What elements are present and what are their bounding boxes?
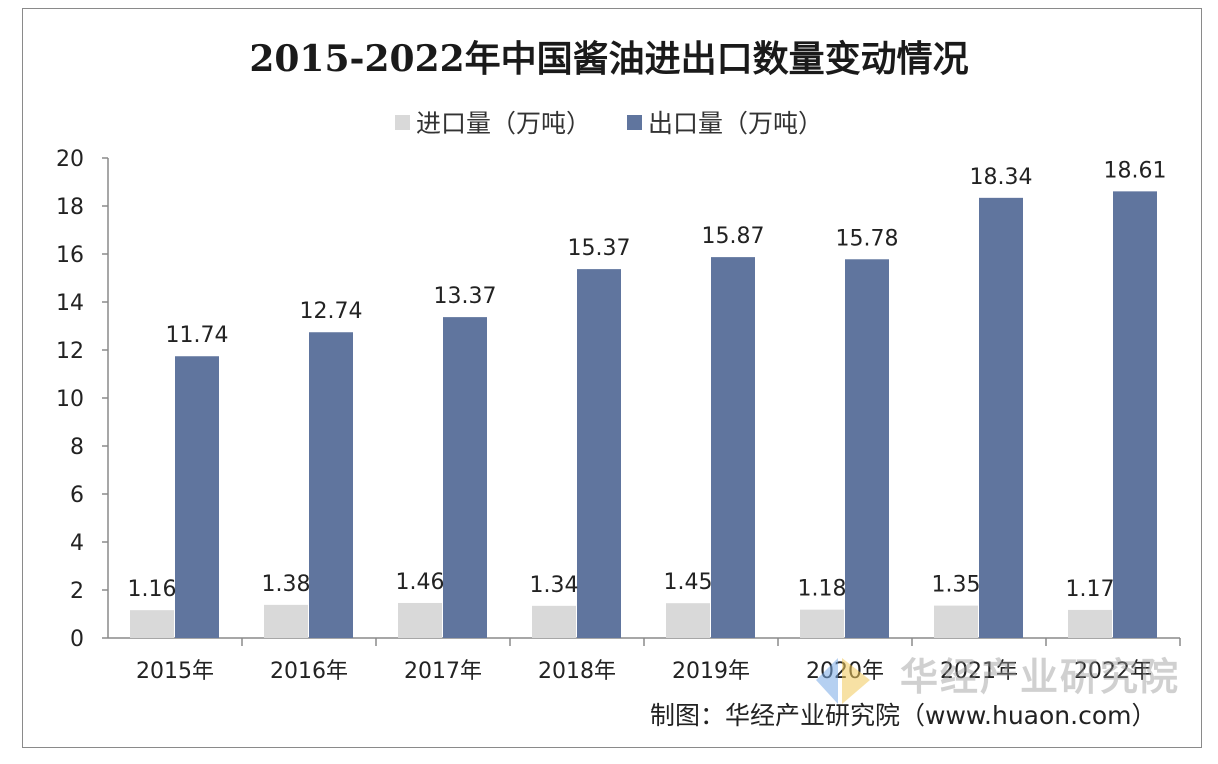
legend-swatch-export — [626, 114, 642, 130]
bar-import — [130, 610, 174, 638]
data-label-export: 18.34 — [970, 165, 1033, 190]
data-label-export: 15.37 — [568, 236, 631, 261]
bar-export — [309, 332, 353, 638]
bar-import — [532, 605, 576, 638]
y-tick-label: 18 — [56, 195, 84, 220]
legend-item-import: 进口量（万吨） — [395, 104, 591, 140]
bar-export — [443, 317, 487, 638]
bar-import — [1068, 609, 1112, 638]
data-label-import: 1.18 — [798, 577, 847, 602]
watermark-logo-icon — [816, 658, 870, 704]
legend-swatch-import — [395, 114, 410, 130]
data-label-export: 11.74 — [166, 323, 229, 348]
bar-export — [845, 259, 889, 638]
chart-legend: 进口量（万吨） 出口量（万吨） — [0, 104, 1218, 140]
x-tick-label: 2016年 — [270, 659, 348, 684]
data-label-export: 18.61 — [1104, 158, 1167, 183]
x-tick-label: 2022年 — [1074, 659, 1152, 684]
legend-label-import: 进口量（万吨） — [416, 109, 592, 138]
data-label-import: 1.38 — [262, 572, 311, 597]
data-label-import: 1.35 — [932, 573, 981, 598]
y-tick-label: 0 — [70, 627, 84, 652]
bar-export — [979, 197, 1023, 638]
watermark-text: 华经产业研究院 — [900, 655, 1181, 699]
data-label-import: 1.45 — [664, 570, 713, 595]
y-tick-label: 12 — [56, 339, 84, 364]
chart-title: 2015-2022年中国酱油进出口数量变动情况 — [249, 38, 969, 80]
data-label-export: 15.87 — [702, 224, 765, 249]
bar-export — [577, 269, 621, 638]
x-tick-label: 2019年 — [672, 659, 750, 684]
legend-label-export: 出口量（万吨） — [647, 109, 823, 138]
bar-export — [1113, 191, 1157, 639]
y-tick-label: 14 — [56, 291, 84, 316]
data-label-import: 1.17 — [1066, 577, 1115, 602]
y-tick-label: 10 — [56, 387, 84, 412]
data-label-export: 15.78 — [836, 226, 899, 251]
y-tick-label: 8 — [70, 435, 84, 460]
y-tick-label: 4 — [70, 531, 84, 556]
legend-item-export: 出口量（万吨） — [626, 104, 823, 140]
bar-import — [666, 603, 710, 638]
y-tick-label: 20 — [56, 147, 84, 172]
data-label-import: 1.16 — [128, 577, 177, 602]
source-note: 制图：华经产业研究院（www.huaon.com） — [650, 701, 1157, 730]
bar-import — [800, 609, 844, 638]
data-label-import: 1.34 — [530, 573, 579, 598]
data-label-import: 1.46 — [396, 570, 445, 595]
bar-export — [711, 257, 755, 638]
bar-export — [175, 356, 219, 638]
y-tick-label: 16 — [56, 243, 84, 268]
data-label-export: 12.74 — [300, 299, 363, 324]
y-tick-label: 2 — [70, 579, 84, 604]
y-tick-label: 6 — [70, 483, 84, 508]
data-label-export: 13.37 — [434, 284, 497, 309]
x-tick-label: 2018年 — [538, 659, 616, 684]
x-tick-label: 2015年 — [136, 659, 214, 684]
bar-import — [264, 604, 308, 638]
bar-import — [398, 602, 442, 638]
x-tick-label: 2017年 — [404, 659, 482, 684]
bar-import — [934, 605, 978, 638]
x-tick-label: 2021年 — [940, 659, 1018, 684]
